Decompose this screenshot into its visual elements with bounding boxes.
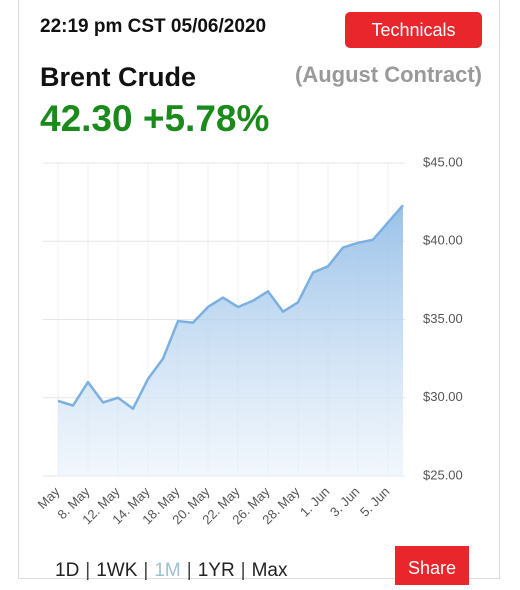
- technicals-button[interactable]: Technicals: [345, 12, 482, 48]
- separator: |: [85, 560, 91, 581]
- range-tab[interactable]: 1YR: [197, 560, 235, 581]
- timestamp: 22:19 pm CST 05/06/2020: [40, 16, 267, 37]
- x-tick-label: 5. Jun: [357, 484, 393, 520]
- y-tick-label: $35.00: [423, 311, 463, 326]
- y-tick-label: $30.00: [423, 389, 463, 404]
- line: [57, 204, 404, 410]
- x-tick-label: 1. Jun: [297, 484, 333, 520]
- y-tick-label: $25.00: [423, 467, 463, 482]
- contract: (August Contract): [295, 62, 482, 87]
- price-line: 42.30 +5.78%: [40, 98, 269, 140]
- price: 42.30: [40, 98, 133, 139]
- y-tick-label: $40.00: [423, 233, 463, 248]
- separator: |: [240, 560, 246, 581]
- range-tab[interactable]: 1D: [55, 560, 80, 581]
- share-button[interactable]: Share: [395, 546, 469, 585]
- y-tick-label: $45.00: [423, 154, 463, 169]
- x-tick-label: 3. Jun: [327, 484, 363, 520]
- instrument-name: Brent Crude: [40, 62, 197, 92]
- range-tab[interactable]: 1WK: [96, 560, 138, 581]
- range-tab[interactable]: 1M: [154, 560, 181, 581]
- separator: |: [186, 560, 192, 581]
- frame: [18, 0, 500, 579]
- area: [58, 205, 403, 476]
- range-tab[interactable]: Max: [251, 560, 288, 581]
- separator: |: [143, 560, 149, 581]
- range-tabs: 1D | 1WK | 1M | 1YR | Max: [55, 560, 288, 582]
- change: +5.78%: [142, 98, 270, 139]
